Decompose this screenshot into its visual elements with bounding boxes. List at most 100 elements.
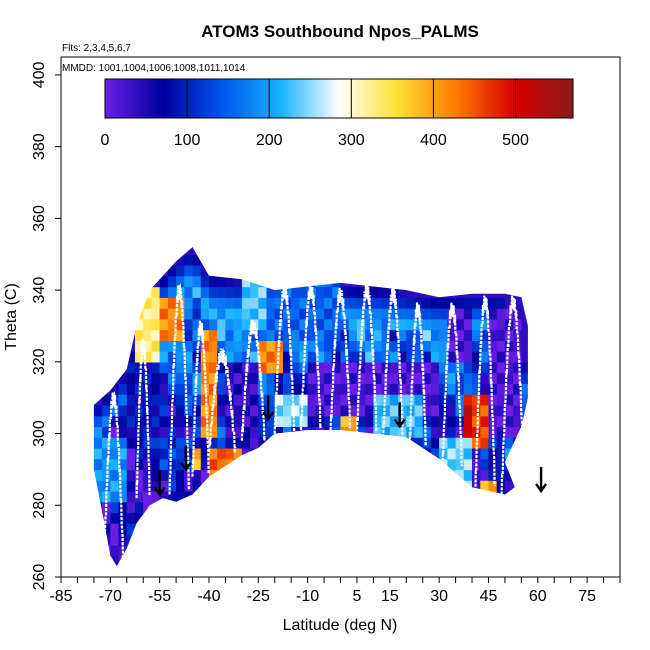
- heatmap-cell: [488, 480, 498, 492]
- heatmap-cell: [143, 351, 152, 363]
- heatmap-cell: [159, 415, 169, 427]
- heatmap-cell: [315, 318, 325, 331]
- heatmap-cell: [488, 415, 498, 427]
- heatmap-cell: [192, 404, 202, 417]
- x-axis: -85 -70 -55 -40 -25 -10 5 15 30 45 60 75: [49, 577, 621, 605]
- heatmap-cell: [176, 308, 185, 320]
- heatmap-cell: [241, 415, 251, 427]
- heatmap-cell: [340, 329, 350, 341]
- heatmap-cell: [488, 297, 498, 309]
- heatmap-cell: [488, 458, 498, 471]
- heatmap-cell: [143, 426, 152, 438]
- heatmap-cell: [324, 351, 333, 363]
- heatmap-cell: [340, 361, 350, 374]
- heatmap-cell: [184, 361, 194, 374]
- heatmap-cell: [159, 426, 169, 438]
- heatmap-cell: [521, 329, 528, 341]
- heatmap-cell: [472, 361, 481, 374]
- heatmap-cell: [266, 415, 276, 427]
- heatmap-cell: [110, 490, 120, 503]
- heatmap-cell: [184, 404, 194, 417]
- direction-arrows: [153, 395, 548, 497]
- heatmap-cell: [455, 318, 465, 331]
- heatmap-cell: [167, 340, 177, 352]
- heatmap-cell: [480, 383, 490, 395]
- flight-profile-line: [329, 287, 352, 431]
- heatmap-cell: [184, 426, 194, 438]
- heatmap-cell: [332, 415, 342, 427]
- heatmap-cell: [192, 480, 202, 492]
- heatmap-cell: [348, 340, 358, 352]
- heatmap-cell: [233, 437, 243, 449]
- colorbar-tick-label: 500: [502, 132, 529, 149]
- heatmap-cell: [266, 308, 276, 320]
- heatmap-cell: [447, 372, 457, 384]
- heatmap-cell: [167, 286, 177, 298]
- heatmap-cell: [200, 447, 210, 460]
- heatmap-cell: [209, 329, 218, 341]
- heatmap-cell: [381, 404, 391, 417]
- heatmap-cell: [258, 404, 268, 417]
- heatmap-cell: [151, 447, 161, 460]
- heatmap-cell: [315, 372, 325, 384]
- heatmap-cell: [439, 361, 448, 374]
- heatmap-cell: [167, 458, 177, 471]
- heatmap-cell: [439, 297, 448, 309]
- heatmap-cell: [373, 361, 383, 374]
- chart-title: ATOM3 Southbound Npos_PALMS: [201, 22, 479, 41]
- heatmap-cell: [463, 318, 473, 331]
- heatmap-cell: [389, 404, 399, 417]
- heatmap-cell: [414, 383, 424, 395]
- heatmap-cell: [135, 340, 144, 352]
- heatmap-cell: [496, 404, 506, 417]
- heatmap-cell: [332, 361, 342, 374]
- heatmap-cell: [332, 383, 342, 395]
- heatmap-cell: [192, 275, 202, 288]
- heatmap-cell: [307, 372, 317, 384]
- heatmap-cell: [496, 308, 506, 320]
- x-tick-label: -25: [247, 588, 270, 605]
- heatmap-cell: [340, 351, 350, 363]
- heatmap-cell: [480, 426, 490, 438]
- heatmap-cell: [159, 297, 169, 309]
- heatmap-cell: [151, 308, 161, 320]
- heatmap-cell: [463, 383, 473, 395]
- heatmap-cell: [463, 351, 473, 363]
- heatmap-cell: [184, 286, 194, 298]
- heatmap-cell: [488, 383, 498, 395]
- heatmap-cell: [200, 275, 210, 288]
- heatmap-cell: [192, 394, 202, 406]
- heatmap-cell: [447, 394, 457, 406]
- heatmap-cell: [521, 361, 528, 374]
- heatmap-cell: [143, 372, 152, 384]
- heatmap-cell: [439, 329, 448, 341]
- heatmap-cell: [324, 286, 333, 298]
- heatmap-cell: [406, 297, 416, 309]
- flights-note: Flts: 2,3,4,5,6,7: [62, 43, 131, 54]
- heatmap-cell: [151, 318, 161, 331]
- heatmap-cell: [496, 372, 506, 384]
- colorbar-tick-label: 200: [256, 132, 283, 149]
- heatmap-cell: [159, 329, 169, 341]
- heatmap-cell: [389, 329, 399, 341]
- heatmap-cell: [299, 297, 309, 309]
- heatmap-cell: [167, 361, 177, 374]
- heatmap-cell: [389, 318, 399, 331]
- heatmap-cell: [472, 329, 481, 341]
- heatmap-cell: [504, 329, 514, 341]
- heatmap-cell: [356, 426, 366, 438]
- heatmap-cell: [447, 340, 457, 352]
- heatmap-cell: [340, 340, 350, 352]
- heatmap-cell: [283, 361, 292, 374]
- heatmap-cell: [365, 361, 374, 374]
- heatmap-cell: [159, 480, 169, 492]
- heatmap-cell: [463, 458, 473, 471]
- heatmap-cell: [414, 351, 424, 363]
- heatmap-cell: [184, 394, 194, 406]
- x-tick-label: -70: [99, 588, 122, 605]
- heatmap-cell: [93, 404, 103, 417]
- heatmap-cell: [151, 458, 161, 471]
- heatmap-cell: [365, 404, 374, 417]
- heatmap-cell: [135, 437, 144, 449]
- heatmap-cell: [209, 426, 218, 438]
